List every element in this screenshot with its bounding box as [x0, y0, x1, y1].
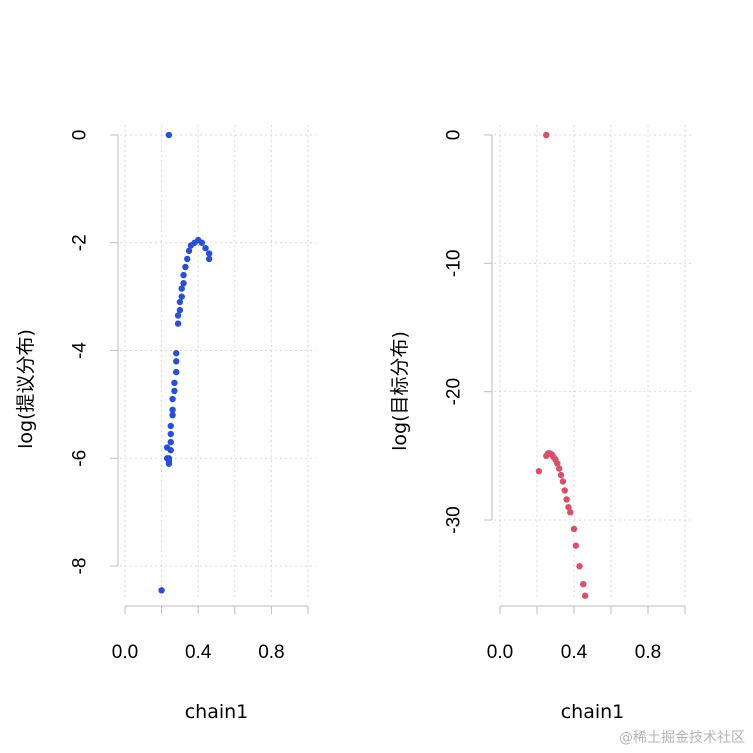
data-point	[581, 592, 589, 599]
data-point	[165, 460, 173, 467]
y-tick-label: 0	[70, 130, 91, 141]
data-point	[557, 471, 565, 479]
y-tick-label: -6	[70, 450, 91, 467]
data-point	[554, 460, 561, 467]
data-point	[173, 358, 180, 365]
data-point	[163, 444, 171, 451]
data-point	[567, 509, 574, 516]
x-axis-title: chain1	[561, 701, 625, 723]
watermark: @稀土掘金技术社区	[619, 730, 745, 746]
data-point	[563, 496, 570, 503]
data-point	[169, 411, 176, 419]
data-point	[185, 247, 193, 255]
data-point	[202, 244, 209, 252]
data-point	[180, 279, 187, 287]
data-point	[174, 320, 182, 327]
y-tick-label: -2	[70, 234, 91, 251]
data-point	[171, 379, 178, 387]
x-tick-label: 0.4	[561, 642, 588, 663]
y-axis-title: log(提议分布)	[15, 329, 37, 449]
data-point	[580, 580, 587, 588]
data-point	[176, 298, 184, 306]
data-point	[535, 468, 543, 475]
data-point	[205, 250, 213, 257]
data-point	[178, 285, 185, 292]
data-point	[187, 242, 195, 249]
data-point	[184, 255, 191, 263]
y-tick-label: -4	[70, 342, 91, 359]
data-point	[198, 239, 206, 246]
data-point	[173, 368, 180, 376]
x-tick-label: 0.4	[185, 642, 212, 663]
y-axis-title: log(目标分布)	[389, 331, 411, 451]
data-point	[158, 587, 165, 594]
data-point	[169, 406, 176, 413]
y-tick-label: -20	[444, 378, 465, 405]
data-point	[570, 525, 578, 533]
data-point	[173, 350, 180, 357]
data-point	[171, 387, 178, 395]
data-point	[180, 271, 187, 279]
data-point	[176, 306, 184, 314]
data-point	[163, 455, 171, 462]
data-point	[556, 465, 563, 472]
data-point	[167, 438, 174, 446]
data-point	[565, 503, 572, 511]
data-point	[174, 312, 182, 319]
x-tick-label: 0.8	[258, 642, 284, 663]
data-point	[572, 542, 580, 549]
chart-panel-proposal: 0 -2 -4 -6 -8 0.0 0.4 0.8 chain1 log(提议分布)	[15, 125, 316, 723]
data-point	[169, 395, 176, 403]
x-tick-label: 0.0	[487, 642, 513, 663]
x-tick-label: 0.8	[635, 642, 661, 663]
y-tick-label: -10	[444, 250, 465, 277]
data-point	[559, 478, 567, 485]
y-tick-label: -30	[444, 506, 465, 533]
x-axis-title: chain1	[185, 701, 249, 723]
data-point	[543, 131, 550, 139]
data-point	[167, 422, 174, 430]
data-point	[576, 563, 583, 570]
data-point	[182, 263, 189, 271]
data-point	[165, 131, 173, 139]
data-point	[178, 293, 185, 300]
x-tick-label: 0.0	[112, 642, 138, 663]
y-tick-label: 0	[444, 130, 465, 141]
data-point	[205, 255, 213, 263]
chart-panel-target: 0 -10 -20 -30 0.0 0.4 0.8 chain1 log(目标分布)	[389, 125, 693, 723]
y-tick-label: -8	[70, 558, 91, 575]
data-point	[167, 430, 174, 438]
data-point	[561, 487, 568, 494]
